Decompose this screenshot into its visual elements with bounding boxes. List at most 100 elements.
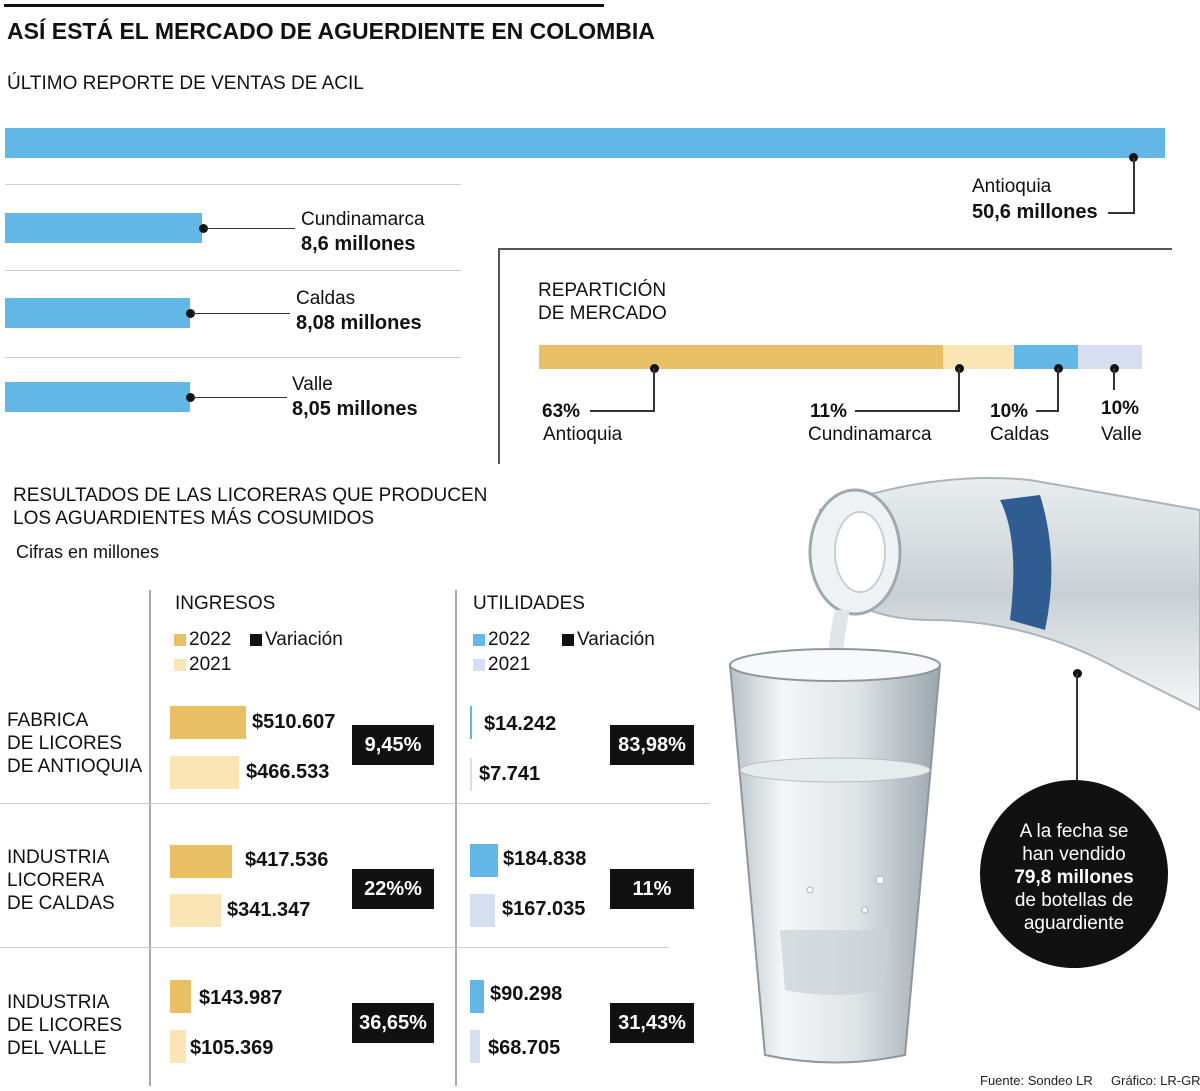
leader-line [958,368,960,412]
legend-swatch [473,633,485,646]
share-name-antioquia: Antioquia [543,424,623,445]
sales-bar-cundinamarca [5,213,202,243]
share-pct-caldas: 10% [990,401,1029,422]
legend-ingresos-2022: 2022 [174,629,231,651]
top-rule [4,4,604,7]
legend-swatch [562,633,574,646]
leader-line [1133,158,1135,214]
share-pct-cundinamarca: 11% [810,401,847,422]
results-title: RESULTADOS DE LAS LICORERAS QUE PRODUCEN… [13,485,488,529]
leader-dot [199,224,208,233]
leader-line [855,410,960,412]
variation-utilidades-caldas: 11% [610,869,694,909]
sales-value-caldas: 8,08 millones [296,312,422,334]
legend-utilidades-2022: 2022 [473,629,530,651]
share-name-valle: Valle [1101,424,1142,445]
value-utilidades-2021-caldas: $167.035 [502,898,586,920]
bar-ingresos-2022-caldas [170,845,233,878]
value-ingresos-2021-valle: $105.369 [190,1037,274,1059]
results-units: Cifras en millones [16,542,160,562]
sales-bar-valle [5,382,190,412]
share-segment-cundinamarca [943,345,1014,369]
market-share-bar [539,345,1142,369]
leader-line [1076,673,1078,783]
legend-swatch [174,658,186,671]
legend-swatch [174,633,186,646]
footer-source: Fuente: Sondeo LR [980,1073,1093,1088]
legend-ingresos-variacion: Variación [250,629,343,651]
row-label-antioquia: FABRICA DE LICORES DE ANTIOQUIA [7,710,143,777]
sales-label-antioquia: Antioquia [972,176,1052,197]
sales-value-antioquia: 50,6 millones [972,201,1098,223]
share-name-caldas: Caldas [990,424,1050,445]
value-ingresos-2021-caldas: $341.347 [227,899,311,921]
value-ingresos-2021-antioquia: $466.533 [246,761,330,783]
row-separator [5,270,461,271]
leader-line [1108,212,1135,214]
bar-utilidades-2021-caldas [470,894,496,927]
leader-line [192,313,290,314]
variation-utilidades-valle: 31,43% [610,1003,694,1043]
row-label-valle: INDUSTRIA DE LICORES DEL VALLE [7,992,123,1059]
row-separator [5,357,461,358]
bar-utilidades-2022-antioquia [470,706,473,739]
leader-line [1113,368,1115,390]
sales-label-caldas: Caldas [296,288,356,309]
share-pct-valle: 10% [1101,398,1140,419]
utilidades-header: UTILIDADES [473,593,585,614]
sales-bar-caldas [5,298,190,328]
bar-ingresos-2021-antioquia [170,756,240,789]
market-share-title: REPARTICIÓN DE MERCADO [538,280,667,324]
bar-ingresos-2022-valle [170,980,192,1013]
panel-left-rule [498,248,500,464]
bar-utilidades-2022-caldas [470,844,498,877]
share-name-cundinamarca: Cundinamarca [808,424,932,445]
variation-ingresos-antioquia: 9,45% [352,725,434,765]
value-utilidades-2021-valle: $68.705 [488,1037,561,1059]
legend-utilidades-2021: 2021 [473,654,530,676]
bar-ingresos-2021-valle [170,1030,186,1063]
leader-line [653,368,655,412]
leader-line [192,397,287,398]
row-separator [5,184,461,185]
sales-label-cundinamarca: Cundinamarca [301,209,425,230]
bar-ingresos-2022-antioquia [170,706,246,739]
panel-top-rule [498,248,1172,250]
bar-utilidades-2022-valle [470,980,484,1013]
variation-ingresos-caldas: 22%% [352,869,434,909]
bar-ingresos-2021-caldas [170,894,221,927]
leader-dot [186,309,195,318]
leader-line [1036,410,1059,412]
share-segment-caldas [1013,345,1078,369]
row-label-caldas: INDUSTRIA LICORERA DE CALDAS [7,847,115,914]
aguardiente-bottle-glass-illustration [728,477,1200,1064]
legend-swatch [250,633,262,646]
page-subtitle: ÚLTIMO REPORTE DE VENTAS DE ACIL [7,73,364,94]
variation-ingresos-valle: 36,65% [352,1003,434,1043]
column-divider [455,590,457,1086]
sales-bar-antioquia [5,128,1165,158]
value-utilidades-2022-valle: $90.298 [490,983,563,1005]
footer-credit: Gráfico: LR-GR [1111,1073,1200,1088]
row-separator [0,947,668,948]
leader-line [590,410,655,412]
value-utilidades-2021-antioquia: $7.741 [479,763,541,785]
sales-value-cundinamarca: 8,6 millones [301,233,416,255]
legend-utilidades-variacion: Variación [562,629,655,651]
sales-label-valle: Valle [292,374,333,395]
share-pct-antioquia: 63% [542,401,581,422]
sales-value-valle: 8,05 millones [292,398,418,420]
value-ingresos-2022-antioquia: $510.607 [252,711,336,733]
value-utilidades-2022-antioquia: $14.242 [484,713,557,735]
bottles-sold-callout: A la fecha se han vendido 79,8 millones … [980,780,1168,968]
page-title: ASÍ ESTÁ EL MERCADO DE AGUERDIENTE EN CO… [7,18,655,44]
ingresos-header: INGRESOS [175,593,276,614]
share-segment-antioquia [539,345,944,369]
row-separator [0,803,710,804]
value-ingresos-2022-caldas: $417.536 [245,849,329,871]
variation-utilidades-antioquia: 83,98% [610,725,694,765]
leader-dot [1129,153,1138,162]
leader-line [1057,368,1059,412]
bar-utilidades-2021-antioquia [470,758,472,791]
leader-dot [186,393,195,402]
